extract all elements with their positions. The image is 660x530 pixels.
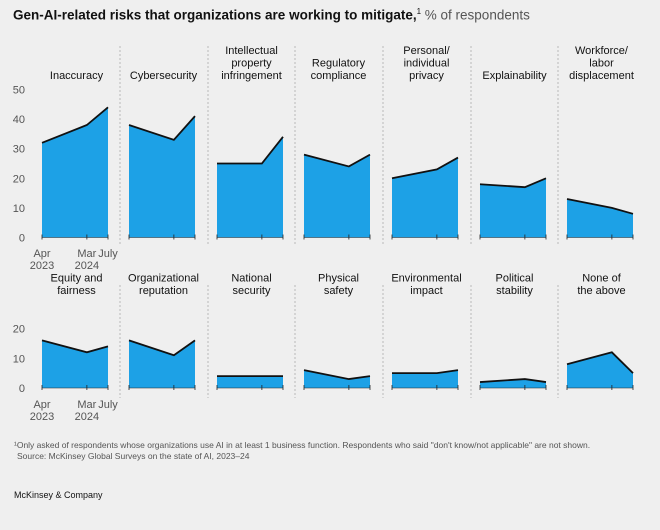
panel-title: Organizational [128, 273, 199, 285]
panel-title: privacy [409, 70, 444, 82]
series-line [479, 378, 547, 383]
y-tick-label: 10 [13, 353, 25, 365]
panel-title: Physical [318, 273, 359, 285]
y-tick-label: 0 [19, 383, 25, 395]
area-series [217, 136, 283, 238]
panel-title: Political [496, 273, 534, 285]
panel-title: Cybersecurity [130, 70, 198, 82]
footnote-note: ¹Only asked of respondents whose organiz… [14, 440, 591, 450]
area-series [304, 154, 370, 238]
area-series [217, 376, 283, 388]
series-line [303, 153, 371, 168]
y-tick-label: 50 [13, 85, 25, 97]
x-tick-label: Apr [33, 399, 50, 411]
area-series [304, 370, 370, 388]
area-series [567, 352, 633, 388]
y-tick-label: 20 [13, 324, 25, 336]
series-line [41, 106, 109, 144]
series-line [392, 369, 459, 375]
small-multiples-chart: 50403020100InaccuracyApr2023Mar2024JulyC… [13, 45, 634, 423]
panel-title: Equity and [51, 273, 103, 285]
title-footnote-marker: 1 [416, 7, 422, 16]
x-tick-label: 2024 [75, 260, 99, 272]
panel-title: labor [589, 58, 614, 70]
panel-title: security [233, 285, 271, 297]
series-line [566, 198, 634, 215]
chart-title-subtitle: % of respondents [421, 7, 530, 23]
brand-logo-text: McKinsey & Company [14, 490, 103, 500]
panel-title: Regulatory [312, 58, 366, 70]
panel-title: reputation [139, 285, 188, 297]
panel-title: compliance [311, 70, 367, 82]
area-series [42, 340, 108, 388]
panel-title: Intellectual [225, 45, 278, 57]
x-tick-label: July [98, 248, 118, 260]
series-line [566, 351, 634, 374]
panel-title: property [231, 58, 272, 70]
chart-title-main: Gen-AI-related risks that organizations … [13, 7, 417, 23]
x-tick-label: Apr [33, 248, 50, 260]
series-line [217, 136, 284, 165]
panel-title: safety [324, 285, 354, 297]
x-tick-label: 2023 [30, 411, 54, 423]
area-series [480, 178, 546, 238]
y-tick-label: 40 [13, 114, 25, 126]
panel-title: Workforce/ [575, 45, 629, 57]
panel-title: the above [577, 285, 625, 297]
panel-title: fairness [57, 285, 96, 297]
panel-title: individual [404, 58, 450, 70]
panel-title: infringement [221, 70, 282, 82]
panel-title: Explainability [482, 70, 547, 82]
panel-title: stability [496, 285, 533, 297]
panel-title: Personal/ [403, 45, 450, 57]
series-line [391, 156, 459, 180]
footnote: ¹Only asked of respondents whose organiz… [14, 440, 654, 462]
series-line [303, 369, 371, 380]
panel-title: None of [582, 273, 621, 285]
panel-title: National [231, 273, 271, 285]
x-tick-label: 2023 [30, 260, 54, 272]
y-tick-label: 0 [19, 233, 25, 245]
y-tick-label: 30 [13, 144, 25, 156]
panel-title: displacement [569, 70, 634, 82]
footnote-source: Source: McKinsey Global Surveys on the s… [17, 451, 250, 461]
series-line [479, 177, 547, 189]
x-tick-label: July [98, 399, 118, 411]
series-line [128, 115, 196, 141]
y-tick-label: 10 [13, 203, 25, 215]
area-series [129, 116, 195, 238]
area-series [392, 370, 458, 388]
panel-title: Inaccuracy [50, 70, 104, 82]
series-line [41, 339, 109, 354]
y-tick-label: 20 [13, 173, 25, 185]
x-tick-label: Mar [77, 248, 96, 260]
panel-title: Environmental [391, 273, 461, 285]
panel-title: impact [410, 285, 442, 297]
series-line [128, 339, 196, 357]
x-tick-label: 2024 [75, 411, 99, 423]
area-series [567, 199, 633, 238]
x-tick-label: Mar [77, 399, 96, 411]
chart-title: Gen-AI-related risks that organizations … [13, 7, 530, 23]
area-series [42, 107, 108, 238]
area-series [392, 157, 458, 238]
